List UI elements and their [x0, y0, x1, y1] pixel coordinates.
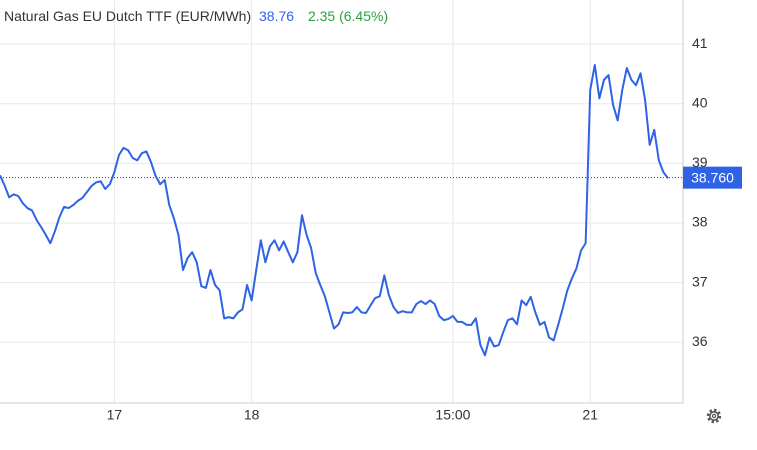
y-tick-label: 37	[692, 273, 708, 289]
y-tick-label: 41	[692, 35, 708, 51]
gear-ring	[709, 411, 719, 421]
last-price-label: 38.760	[691, 169, 734, 185]
gear-teeth	[706, 408, 722, 424]
last-value: 38.76	[259, 8, 294, 24]
header: Natural Gas EU Dutch TTF (EUR/MWh) 38.76…	[4, 8, 388, 24]
gear-hub	[711, 413, 717, 419]
last-price-box	[683, 166, 742, 189]
x-tick-label: 18	[244, 407, 260, 423]
price-line	[0, 63, 669, 357]
x-tick-label: 21	[582, 407, 598, 423]
y-tick-label: 38	[692, 214, 708, 230]
plot: 36 37 38 39 40 41 17 18 15:00 21 38.760	[0, 0, 742, 423]
x-tick-label: 15:00	[435, 407, 470, 423]
y-tick-label: 36	[692, 333, 708, 349]
chart-title: Natural Gas EU Dutch TTF (EUR/MWh)	[4, 8, 251, 24]
y-tick-label: 40	[692, 94, 708, 110]
y-tick-label: 39	[692, 154, 708, 170]
x-tick-label: 17	[107, 407, 123, 423]
change: 2.35 (6.45%)	[308, 8, 388, 24]
settings-icon[interactable]	[706, 408, 722, 424]
